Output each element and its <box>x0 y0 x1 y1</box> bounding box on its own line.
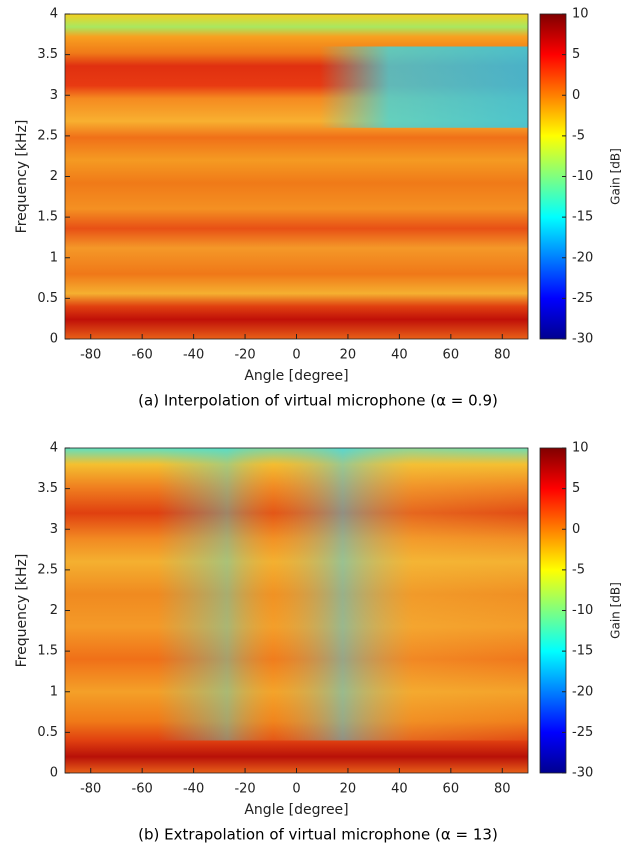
y-tick-label: 1.5 <box>37 210 58 225</box>
x-axis-label: Angle [degree] <box>244 802 348 818</box>
y-tick-label: 2.5 <box>37 128 58 143</box>
y-tick-label: 0 <box>50 766 58 781</box>
colorbar-tick-label: -15 <box>572 210 593 225</box>
y-tick-label: 3.5 <box>37 481 58 496</box>
x-tick-label: -20 <box>234 782 255 797</box>
colorbar-tick-label: -30 <box>572 766 593 781</box>
x-tick-label: 0 <box>292 348 300 363</box>
x-axis-label: Angle [degree] <box>244 368 348 384</box>
heatmap-overlay <box>65 46 528 128</box>
x-tick-label: -40 <box>183 782 204 797</box>
colorbar-tick-label: -30 <box>572 332 593 347</box>
y-tick-label: 0 <box>50 332 58 347</box>
y-tick-label: 2.5 <box>37 562 58 577</box>
x-tick-label: 20 <box>340 782 357 797</box>
y-tick-label: 3.5 <box>37 47 58 62</box>
colorbar-tick-label: -5 <box>572 562 585 577</box>
y-tick-label: 0.5 <box>37 725 58 740</box>
y-tick-label: 4 <box>50 7 58 22</box>
y-tick-label: 1 <box>50 250 58 265</box>
colorbar-tick-label: 10 <box>572 441 589 456</box>
y-axis-label: Frequency [kHz] <box>14 554 30 668</box>
x-tick-label: -80 <box>80 782 101 797</box>
colorbar-label: Gain [dB] <box>609 148 623 205</box>
x-tick-label: 80 <box>494 348 511 363</box>
caption: (a) Interpolation of virtual microphone … <box>138 392 498 410</box>
y-tick-label: 0.5 <box>37 291 58 306</box>
colorbar-tick-label: 5 <box>572 47 580 62</box>
x-tick-label: 0 <box>292 782 300 797</box>
y-tick-label: 2 <box>50 603 58 618</box>
x-tick-label: 40 <box>391 782 408 797</box>
x-tick-label: -60 <box>132 782 153 797</box>
caption: (b) Extrapolation of virtual microphone … <box>138 826 498 844</box>
x-tick-label: -20 <box>234 348 255 363</box>
colorbar-tick-label: -5 <box>572 128 585 143</box>
colorbar-tick-label: -20 <box>572 250 593 265</box>
x-tick-label: 80 <box>494 782 511 797</box>
y-tick-label: 3 <box>50 88 58 103</box>
x-tick-label: 20 <box>340 348 357 363</box>
colorbar-tick-label: -20 <box>572 684 593 699</box>
colorbar <box>539 13 567 340</box>
y-axis-label: Frequency [kHz] <box>14 120 30 234</box>
colorbar-tick-label: -25 <box>572 725 593 740</box>
colorbar <box>539 447 567 774</box>
y-tick-label: 4 <box>50 441 58 456</box>
y-tick-label: 3 <box>50 522 58 537</box>
colorbar-tick-label: -10 <box>572 169 593 184</box>
x-tick-label: -40 <box>183 348 204 363</box>
x-tick-label: 60 <box>443 782 460 797</box>
colorbar-tick-label: -25 <box>572 291 593 306</box>
x-tick-label: -60 <box>132 348 153 363</box>
y-tick-label: 1.5 <box>37 644 58 659</box>
colorbar-tick-label: 0 <box>572 88 580 103</box>
heatmap-overlay <box>65 448 528 741</box>
colorbar-tick-label: 0 <box>572 522 580 537</box>
colorbar-label: Gain [dB] <box>609 582 623 639</box>
x-tick-label: 40 <box>391 348 408 363</box>
y-tick-label: 1 <box>50 684 58 699</box>
colorbar-tick-label: 5 <box>572 481 580 496</box>
y-tick-label: 2 <box>50 169 58 184</box>
colorbar-tick-label: -15 <box>572 644 593 659</box>
x-tick-label: -80 <box>80 348 101 363</box>
colorbar-tick-label: -10 <box>572 603 593 618</box>
colorbar-tick-label: 10 <box>572 7 589 22</box>
x-tick-label: 60 <box>443 348 460 363</box>
